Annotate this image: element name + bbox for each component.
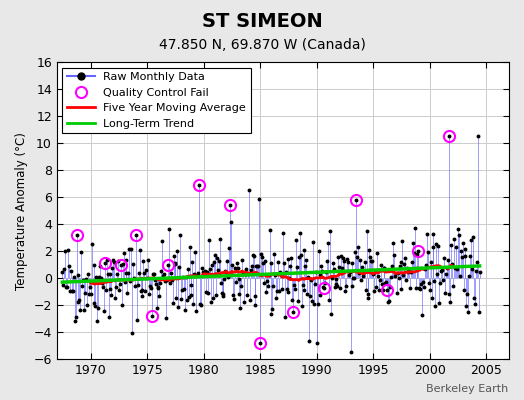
Y-axis label: Temperature Anomaly (°C): Temperature Anomaly (°C) [15,132,28,290]
Text: Berkeley Earth: Berkeley Earth [426,384,508,394]
Text: ST SIMEON: ST SIMEON [202,12,322,31]
Legend: Raw Monthly Data, Quality Control Fail, Five Year Moving Average, Long-Term Tren: Raw Monthly Data, Quality Control Fail, … [62,68,250,133]
Text: 47.850 N, 69.870 W (Canada): 47.850 N, 69.870 W (Canada) [159,38,365,52]
